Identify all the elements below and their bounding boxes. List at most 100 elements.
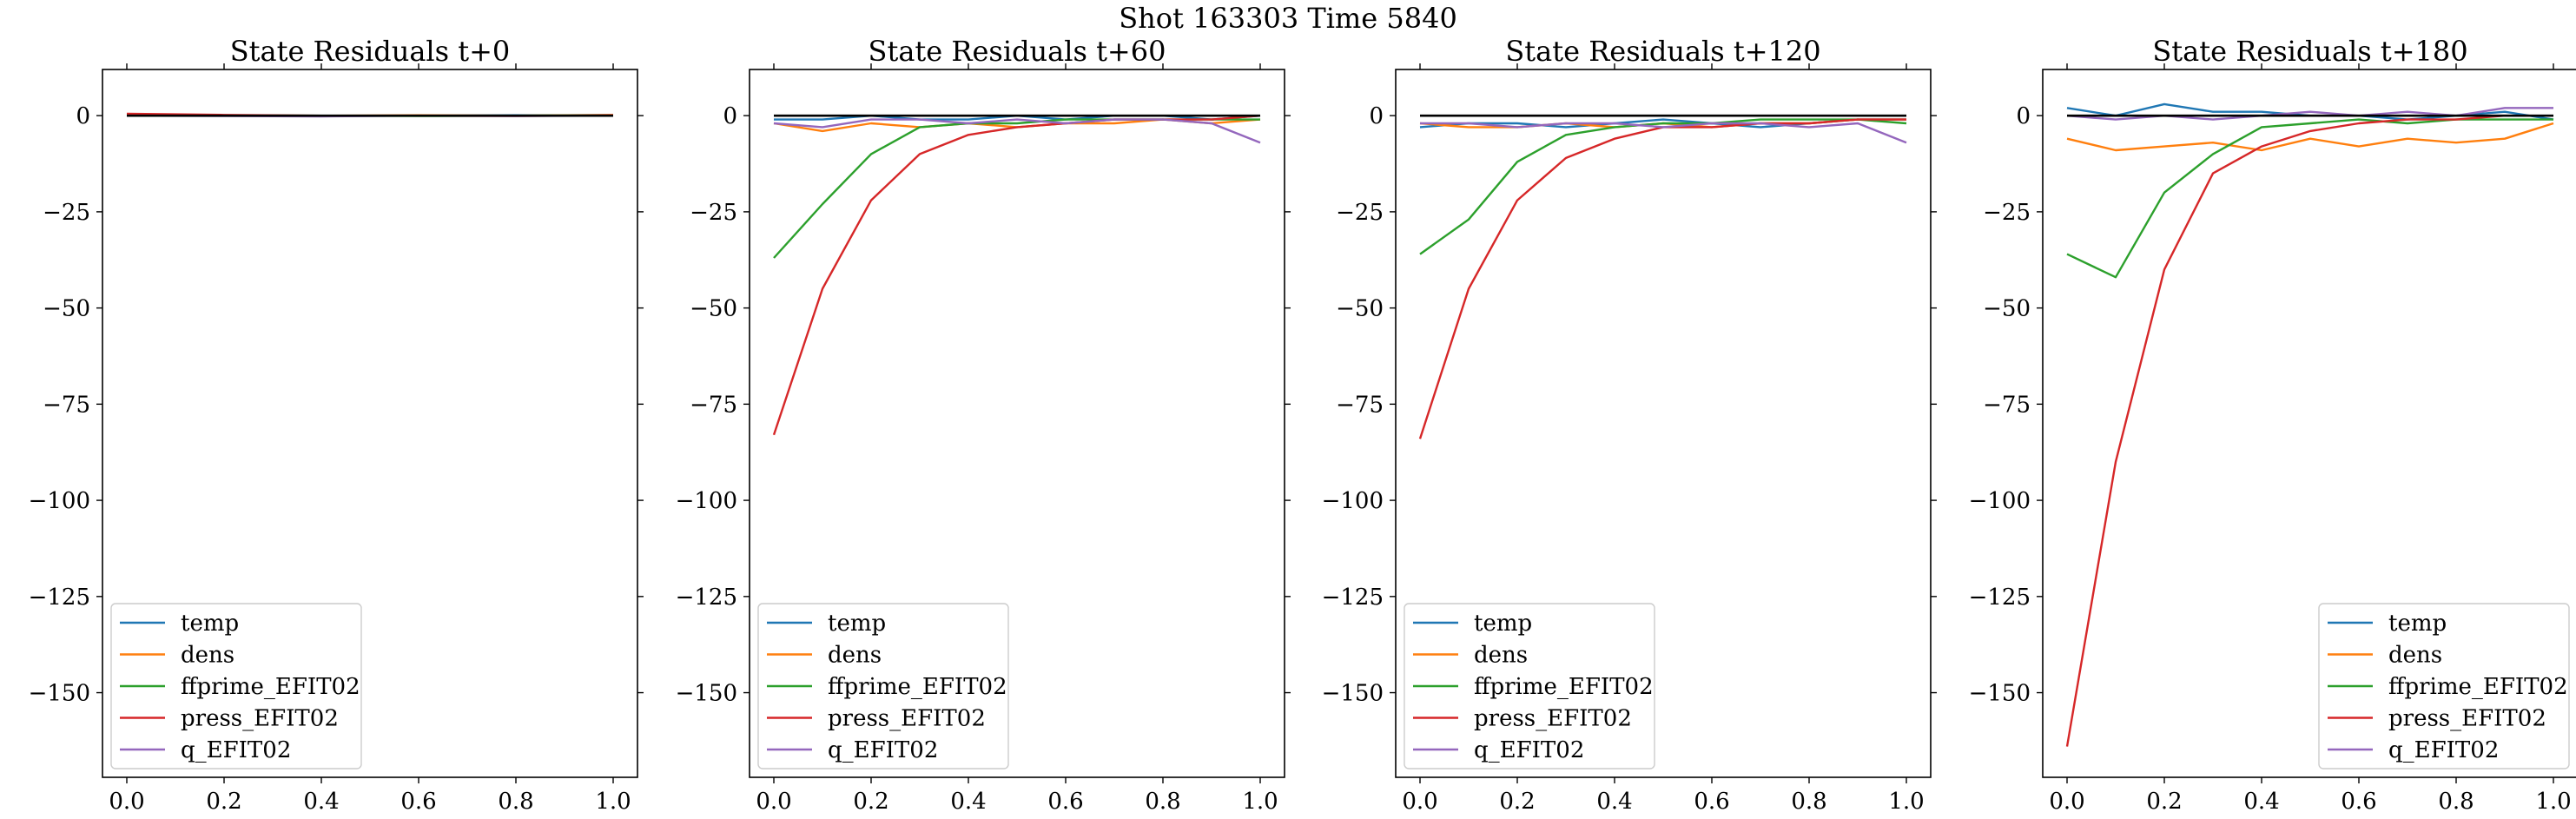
y-tick-label: −125 <box>1322 585 1384 611</box>
x-tick-label: 0.0 <box>2049 789 2084 815</box>
y-tick-label: −100 <box>1322 488 1384 514</box>
subplot-title: State Residuals t+60 <box>869 35 1166 68</box>
series-line-press-efit02 <box>772 115 1261 436</box>
x-tick-label: 0.8 <box>1791 789 1826 815</box>
y-tick-label: −125 <box>676 585 737 611</box>
legend-label: temp <box>2388 611 2447 637</box>
axes-frame <box>1395 69 1932 778</box>
x-tick-label: 0.8 <box>1145 789 1180 815</box>
x-tick-label: 0.2 <box>1499 789 1535 815</box>
y-tick-label: −125 <box>1969 585 2031 611</box>
y-tick-label: −75 <box>1983 392 2031 418</box>
subplot-3: State Residuals t+120 0.0 0.2 0.4 0.6 0.8 1.0 0… <box>1322 35 1937 815</box>
y-tick-label: −75 <box>690 392 737 418</box>
y-tick-label: −25 <box>43 200 90 226</box>
y-tick-label: 0 <box>76 103 90 129</box>
y-tick-label: −150 <box>676 681 737 707</box>
y-tick-label: 0 <box>2016 103 2031 129</box>
x-tick-label: 0.6 <box>400 789 436 815</box>
legend-box <box>1404 603 1655 769</box>
legend-label: ffprime_EFIT02 <box>828 674 1007 700</box>
series-line-q-efit02 <box>2066 107 2553 121</box>
y-tick-label: −100 <box>1969 488 2031 514</box>
subplot-title: State Residuals t+0 <box>230 35 511 68</box>
legend-label: press_EFIT02 <box>828 706 986 732</box>
legend-label: press_EFIT02 <box>2388 706 2546 732</box>
y-tick-label: −25 <box>690 200 737 226</box>
legend-label: temp <box>1474 611 1532 637</box>
subplot-2: State Residuals t+60 0.0 0.2 0.4 0.6 0.8 1.0 0 −… <box>676 35 1291 815</box>
x-tick-label: 0.6 <box>1694 789 1729 815</box>
legend-box <box>757 603 1009 769</box>
x-tick-label: 0.2 <box>206 789 241 815</box>
series-line-ffprime-efit02 <box>2066 118 2553 279</box>
plot-area <box>772 114 1261 436</box>
x-tick-label: 0.6 <box>1047 789 1083 815</box>
legend-label: q_EFIT02 <box>181 737 291 763</box>
axes-frame <box>749 69 1285 778</box>
legend-label: dens <box>181 643 234 669</box>
y-tick-label: −25 <box>1336 200 1384 226</box>
y-tick-label: −100 <box>29 488 90 514</box>
x-tick-label: 0.2 <box>853 789 888 815</box>
legend-box <box>110 603 362 769</box>
y-tick-label: −50 <box>1983 296 2031 322</box>
y-tick-label: −150 <box>29 681 90 707</box>
legend-label: press_EFIT02 <box>1474 706 1632 732</box>
x-tick-label: 0.0 <box>109 789 144 815</box>
y-tick-label: 0 <box>723 103 737 129</box>
plot-area <box>1418 114 1907 439</box>
legend: temp dens ffprime_EFIT02 press_EFIT02 q_EFIT… <box>2318 603 2570 769</box>
x-tick-label: 0.4 <box>950 789 986 815</box>
legend: temp dens ffprime_EFIT02 press_EFIT02 q_EFIT… <box>1404 603 1655 769</box>
legend-label: ffprime_EFIT02 <box>1474 674 1654 700</box>
legend: temp dens ffprime_EFIT02 press_EFIT02 q_EFIT… <box>110 603 362 769</box>
legend-label: temp <box>828 611 886 637</box>
y-tick-label: −75 <box>1336 392 1384 418</box>
x-tick-label: 0.8 <box>498 789 533 815</box>
legend: temp dens ffprime_EFIT02 press_EFIT02 q_EFIT… <box>757 603 1009 769</box>
legend-label: ffprime_EFIT02 <box>2388 674 2568 700</box>
series-line-ffprime-efit02 <box>1419 118 1907 255</box>
legend-label: ffprime_EFIT02 <box>181 674 360 700</box>
subplot-title: State Residuals t+180 <box>2152 35 2467 68</box>
figure-suptitle: Shot 163303 Time 5840 <box>1119 2 1457 35</box>
series-line-q-efit02 <box>1420 122 1907 144</box>
series-line-q-efit02 <box>773 118 1261 144</box>
y-tick-label: −50 <box>1336 296 1384 322</box>
y-tick-label: −150 <box>1322 681 1384 707</box>
axes-frame <box>102 69 638 778</box>
legend-label: q_EFIT02 <box>2388 737 2499 763</box>
y-tick-label: −75 <box>43 392 90 418</box>
x-tick-label: 0.4 <box>1596 789 1632 815</box>
x-tick-label: 0.0 <box>756 789 791 815</box>
subplot-title: State Residuals t+120 <box>1505 35 1820 68</box>
legend-label: dens <box>828 643 882 669</box>
legend-label: q_EFIT02 <box>828 737 938 763</box>
y-tick-label: −25 <box>1983 200 2031 226</box>
x-tick-label: 0.6 <box>2341 789 2376 815</box>
legend-label: dens <box>1474 643 1528 669</box>
plot-area <box>2065 102 2554 747</box>
y-tick-label: −150 <box>1969 681 2031 707</box>
subplot-4: State Residuals t+180 0.0 0.2 0.4 0.6 0.8 1.0 0… <box>1969 35 2576 815</box>
y-tick-label: −50 <box>690 296 737 322</box>
x-tick-label: 1.0 <box>1888 789 1924 815</box>
legend-label: dens <box>2388 643 2442 669</box>
x-tick-label: 0.8 <box>2438 789 2474 815</box>
y-tick-label: −50 <box>43 296 90 322</box>
legend-label: press_EFIT02 <box>181 706 339 732</box>
y-tick-label: −125 <box>29 585 90 611</box>
x-tick-label: 1.0 <box>595 789 631 815</box>
axes-frame <box>2042 69 2576 778</box>
x-tick-label: 1.0 <box>2535 789 2571 815</box>
x-tick-label: 0.4 <box>303 789 339 815</box>
subplots: State Residuals t+0 0.0 0.2 0.4 0.6 0.8 1.0 0 −2… <box>29 35 2576 815</box>
legend-box <box>2318 603 2570 769</box>
y-tick-label: 0 <box>1369 103 1384 129</box>
legend-label: q_EFIT02 <box>1474 737 1584 763</box>
x-tick-label: 0.0 <box>1402 789 1437 815</box>
x-tick-label: 0.4 <box>2243 789 2279 815</box>
series-line-dens <box>2066 122 2554 152</box>
